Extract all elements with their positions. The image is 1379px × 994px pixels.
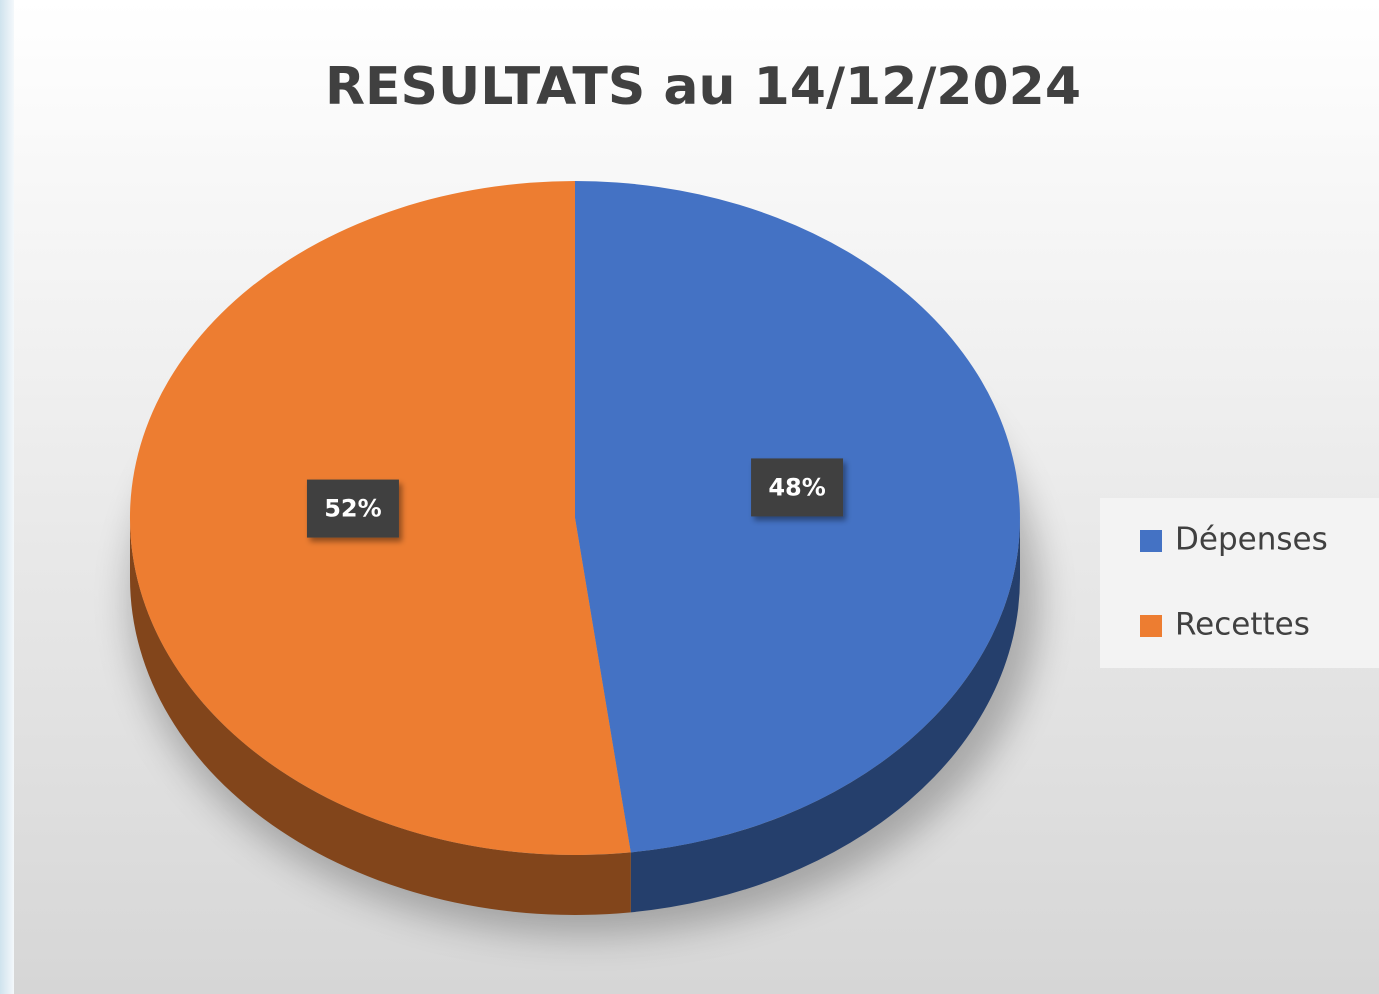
pie-slice <box>575 181 1020 853</box>
chart-title: RESULTATS au 14/12/2024 <box>325 57 1081 117</box>
pie-slice-side <box>630 518 1020 913</box>
value-labels: 48% 52% <box>306 458 844 538</box>
legend-swatch <box>1140 530 1162 552</box>
legend-label: Dépenses <box>1175 522 1328 558</box>
pie-slice-side <box>130 518 631 915</box>
value-label-box <box>751 458 844 517</box>
pie-tops <box>129 180 1020 855</box>
value-label: 52% <box>324 495 381 523</box>
pie-sides <box>130 518 1020 915</box>
side-strip <box>0 0 14 994</box>
value-label: 48% <box>768 473 825 501</box>
legend-swatch <box>1140 615 1162 637</box>
legend-label: Recettes <box>1175 607 1310 643</box>
legend-box <box>1100 498 1379 668</box>
value-label-box <box>306 479 399 538</box>
